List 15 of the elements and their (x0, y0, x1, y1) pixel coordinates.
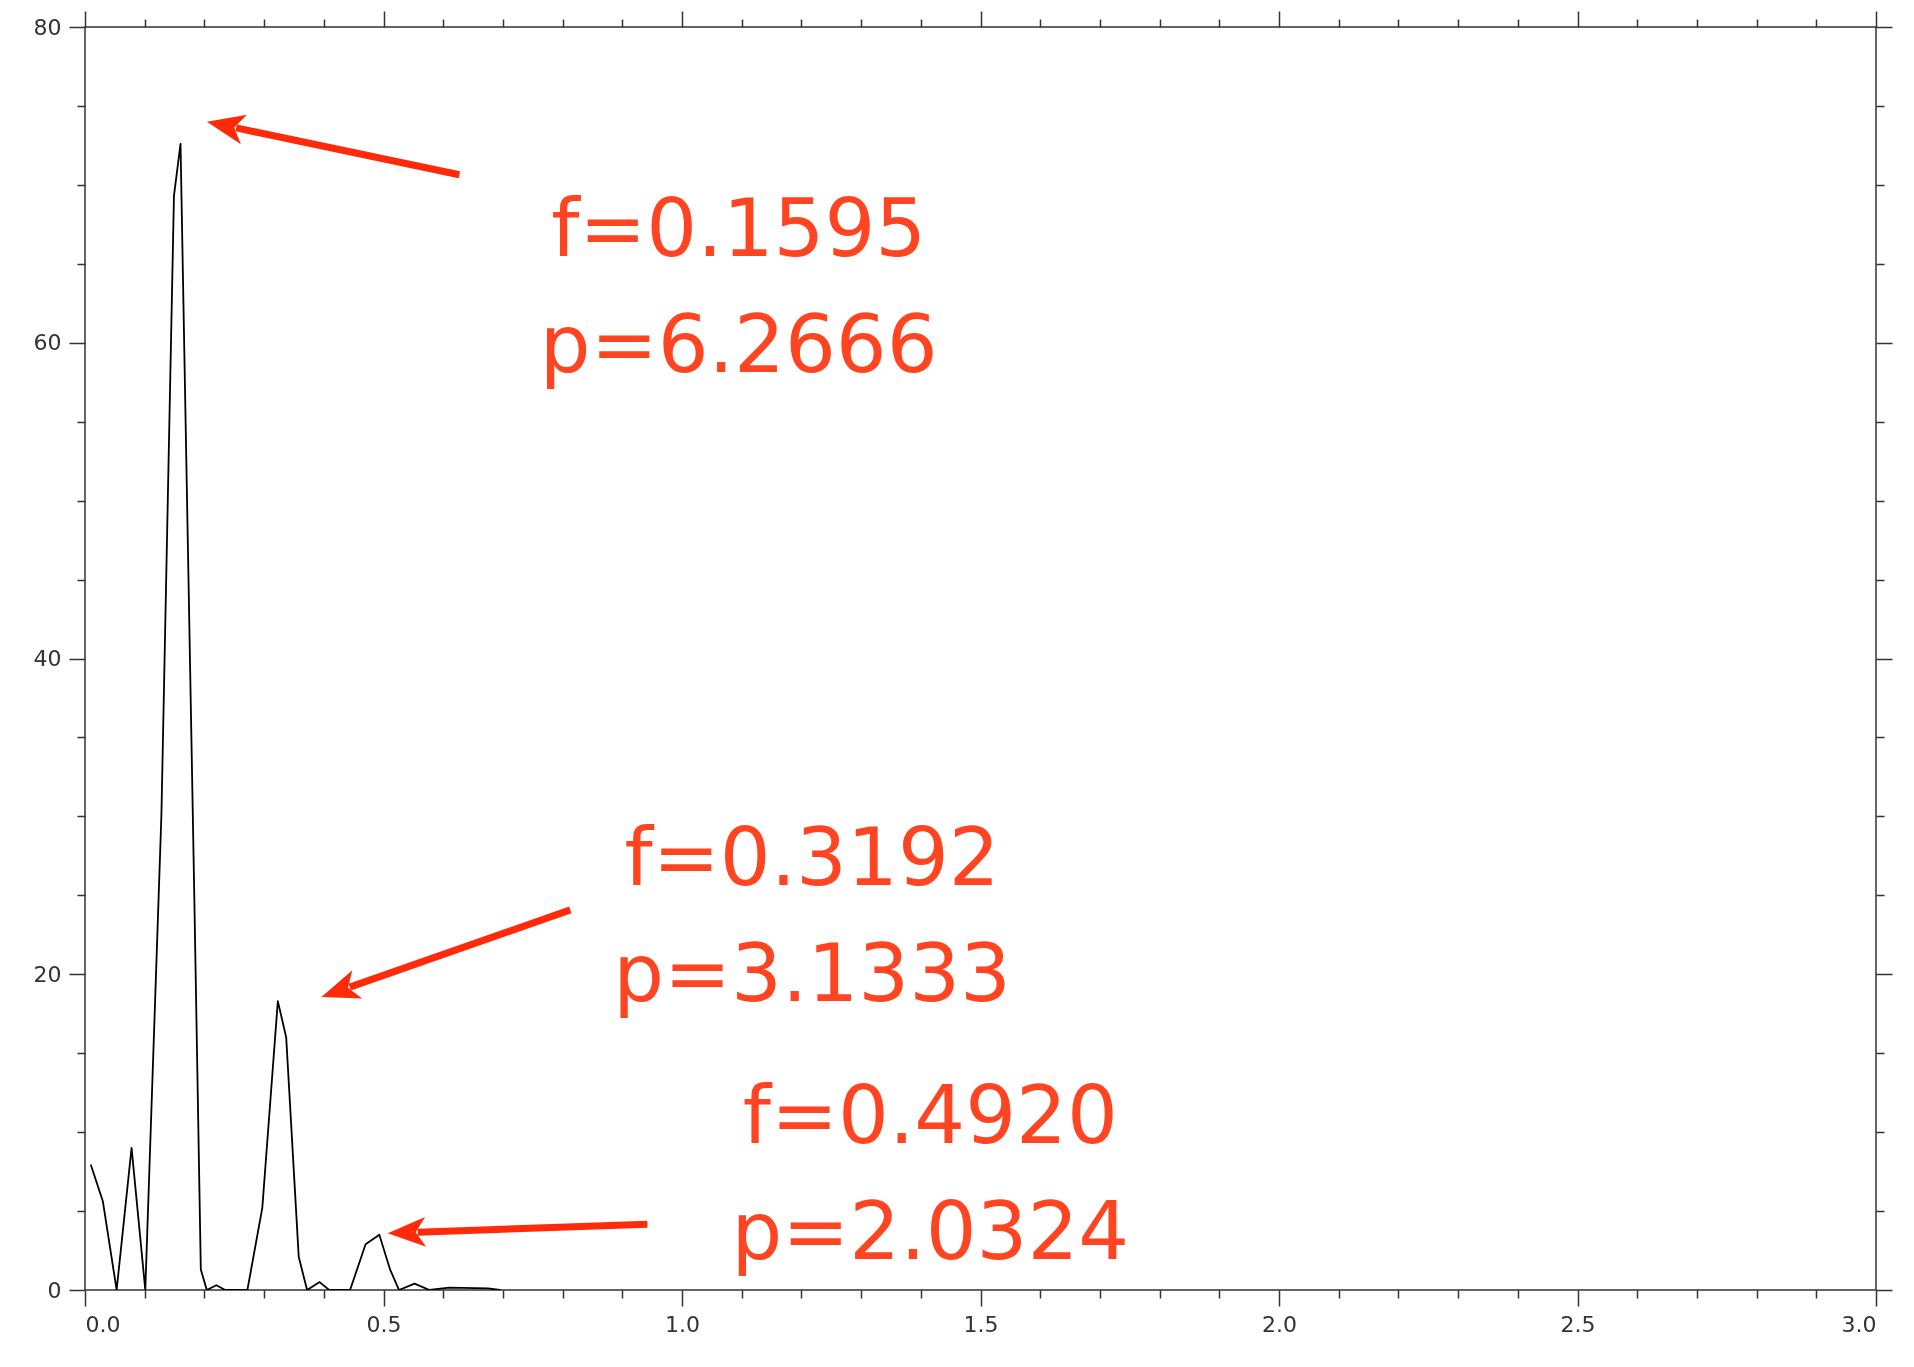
x-tick-label: 1.0 (665, 1311, 700, 1337)
x-tick-label: 3.0 (1841, 1311, 1877, 1337)
annotation: f=0.1595 p=6.2666 (539, 181, 938, 391)
x-tick-label: 0.0 (85, 1311, 121, 1337)
line-series (90, 142, 501, 1290)
y-tick-label: 40 (33, 646, 62, 671)
x-tick-label: 2.0 (1262, 1311, 1297, 1337)
x-tick-label: 1.5 (963, 1311, 999, 1337)
y-tick-label: 20 (33, 961, 62, 987)
annotation: f=0.4920 p=2.0324 (731, 1069, 1130, 1279)
y-tick-label: 0 (47, 1277, 62, 1303)
x-tick-label: 0.5 (366, 1311, 402, 1337)
y-tick-label: 80 (33, 14, 62, 40)
x-tick-label: 2.5 (1560, 1311, 1596, 1337)
y-tick-label: 60 (33, 330, 62, 356)
